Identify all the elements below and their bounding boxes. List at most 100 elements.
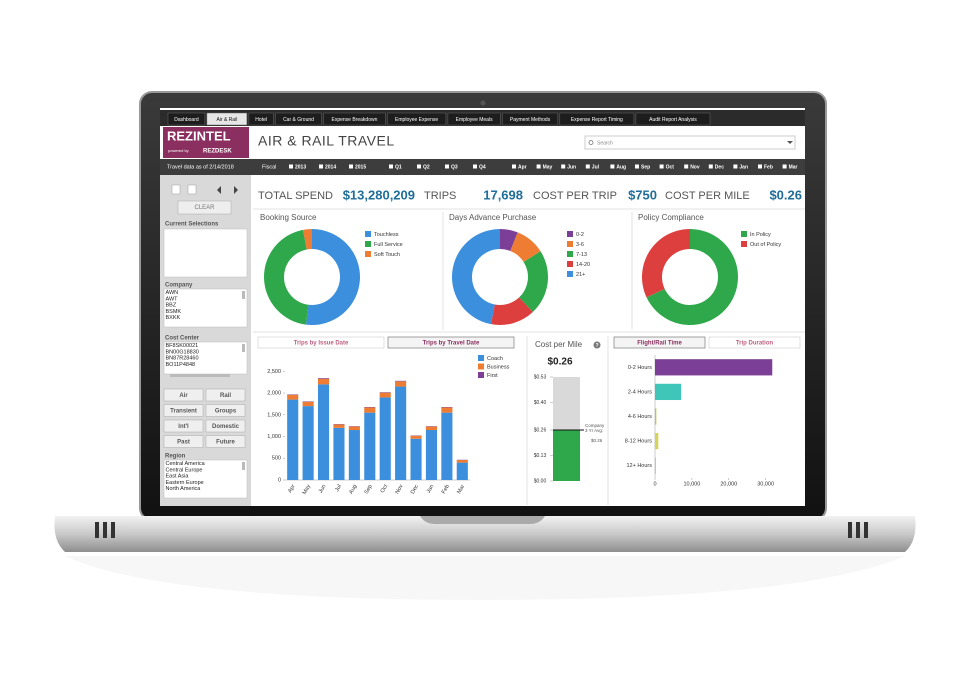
filter-checkbox[interactable] [782,164,787,169]
clear-button[interactable] [177,200,232,215]
filter-button[interactable] [163,388,204,402]
filter-button[interactable] [205,419,246,433]
kpi-label: COST PER MILE [665,190,750,202]
nav-tab[interactable] [502,112,559,126]
nav-forward[interactable] [234,186,238,194]
y-tick-label: $0.53 [534,374,547,380]
filter-option: 2013 [295,164,306,170]
y-tick-label: $0.26 [534,427,547,433]
clear-label: CLEAR [194,205,215,211]
lock-icon[interactable] [171,184,181,195]
nav-tab[interactable] [248,112,274,126]
help-icon[interactable] [593,341,601,349]
filter-checkbox[interactable] [473,164,477,169]
bar-segment [425,430,438,480]
legend-label: 14-20 [576,262,590,268]
search-box[interactable] [584,135,796,150]
filter-checkbox[interactable] [512,164,516,169]
filter-option: Jun [567,164,576,170]
nav-tab[interactable] [167,112,206,126]
x-tick-label: Jun [318,484,328,495]
filter-button[interactable] [205,404,246,417]
y-tick-label: 12+ Hours [626,463,652,469]
chart-tab-label: Trips by Issue Date [294,341,349,347]
nav-tab-label: Dashboard [174,117,199,123]
filter-checkbox[interactable] [758,164,762,169]
legend-label: Touchless [374,232,399,238]
chart-tab-label: Trips by Travel Date [423,341,480,347]
nav-tab[interactable] [387,112,447,126]
filter-button[interactable] [163,419,204,433]
nav-tab[interactable] [559,112,635,126]
filter-option: Dec [715,164,724,170]
filter-checkbox[interactable] [561,164,566,169]
scrollbar[interactable] [242,344,245,352]
legend-swatch [365,241,371,247]
bar-segment [302,406,314,480]
x-tick-label: Nov [395,484,405,496]
filter-checkbox[interactable] [319,164,323,169]
h-scrollbar[interactable] [170,374,230,377]
x-tick-label: Oct [380,483,390,494]
filter-button[interactable] [205,435,246,448]
gauge-value: $0.26 [547,357,572,368]
scrollbar[interactable] [242,462,245,470]
nav-tab-label: Payment Methods [510,117,551,123]
lock-icon[interactable] [187,184,197,195]
y-tick-label: $0.40 [534,400,547,406]
filter-button-label: Int'l [178,424,189,430]
x-tick-label: Mar [456,484,466,495]
nav-tab[interactable] [206,112,248,126]
list-item: North America [166,486,202,492]
filter-checkbox[interactable] [635,164,639,169]
nav-tab[interactable] [275,112,322,126]
filter-option: Q2 [423,164,430,170]
bar-segment [317,378,330,379]
kpi-value: 17,698 [483,187,523,202]
legend-label: 0-2 [576,232,584,238]
filter-checkbox[interactable] [659,164,664,169]
list-box [163,288,248,328]
x-tick-label: Dec [410,484,420,496]
filter-checkbox[interactable] [610,164,615,169]
nav-tab[interactable] [323,112,386,126]
filter-checkbox[interactable] [684,164,689,169]
donut-segment [646,229,738,325]
filter-checkbox[interactable] [445,164,449,169]
bar-segment [333,424,345,428]
filter-checkbox[interactable] [289,164,293,169]
legend-swatch [365,251,371,257]
chart-tab[interactable] [257,336,385,349]
filter-checkbox[interactable] [417,164,421,169]
nav-tab[interactable] [635,112,711,126]
x-tick-label: 20,000 [720,481,737,487]
list-item: Central Europe [166,467,203,473]
bar-segment [379,397,391,480]
filter-checkbox[interactable] [708,164,713,169]
nav-back[interactable] [217,186,221,194]
filter-checkbox[interactable] [733,164,738,169]
scrollbar[interactable] [242,291,245,299]
nav-tab-label: Car & Ground [283,117,314,123]
filter-option: Jul [592,164,600,170]
filter-checkbox[interactable] [349,164,353,169]
x-tick-label: Feb [441,484,451,495]
filter-button[interactable] [163,404,204,417]
chart-tab[interactable] [387,336,515,349]
filter-button[interactable] [163,435,204,448]
filter-checkbox[interactable] [389,164,393,169]
kpi-value: $13,280,209 [343,187,415,202]
chart-tab[interactable] [708,336,801,349]
list-item: BSMK [166,309,182,315]
chart-tab[interactable] [613,336,706,349]
fiscal-label: Fiscal [262,164,276,170]
donut-segment [264,229,309,325]
x-tick-label: Apr [287,484,297,495]
filter-checkbox[interactable] [585,164,590,169]
filter-option: 2014 [325,164,336,170]
filter-checkbox[interactable] [536,164,541,169]
filter-button[interactable] [205,388,246,402]
nav-tab[interactable] [447,112,501,126]
legend-label: Business [487,364,510,370]
bar-segment [441,412,453,480]
